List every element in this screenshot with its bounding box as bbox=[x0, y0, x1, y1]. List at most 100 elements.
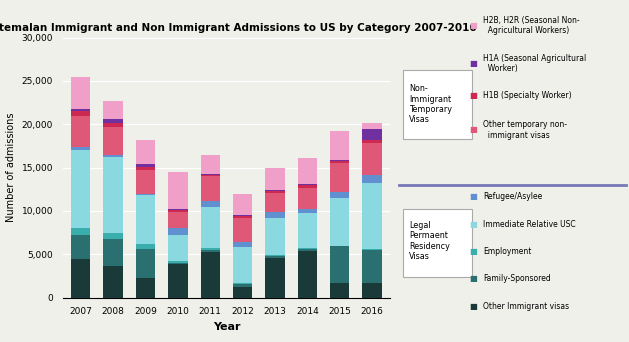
Bar bbox=[168, 172, 187, 209]
Bar bbox=[103, 234, 123, 239]
Bar bbox=[201, 201, 220, 208]
Bar bbox=[362, 123, 382, 130]
Text: Immediate Relative USC: Immediate Relative USC bbox=[483, 220, 576, 228]
Bar bbox=[362, 143, 382, 175]
Bar bbox=[136, 167, 155, 170]
Bar bbox=[265, 169, 285, 190]
Bar bbox=[330, 246, 350, 247]
Text: Non-
Immigrant
Temporary
Visas: Non- Immigrant Temporary Visas bbox=[409, 84, 452, 124]
Bar bbox=[233, 215, 252, 216]
Bar bbox=[168, 212, 187, 228]
Bar bbox=[71, 77, 91, 109]
Bar bbox=[233, 287, 252, 298]
Bar bbox=[298, 187, 317, 209]
Bar bbox=[201, 156, 220, 174]
Text: Family-Sponsored: Family-Sponsored bbox=[483, 274, 551, 283]
Bar bbox=[330, 198, 350, 246]
Bar bbox=[103, 239, 123, 266]
Text: ■: ■ bbox=[470, 91, 477, 100]
Bar bbox=[298, 248, 317, 249]
Bar bbox=[362, 283, 382, 298]
Bar bbox=[265, 256, 285, 258]
Bar bbox=[103, 119, 123, 122]
Bar bbox=[136, 194, 155, 195]
Bar bbox=[71, 235, 91, 259]
Bar bbox=[362, 175, 382, 183]
Text: H1A (Seasonal Agricultural
  Worker): H1A (Seasonal Agricultural Worker) bbox=[483, 54, 586, 73]
Bar bbox=[71, 116, 91, 147]
Bar bbox=[71, 111, 91, 116]
Text: ■: ■ bbox=[470, 274, 477, 283]
Bar bbox=[201, 176, 220, 201]
Bar bbox=[330, 192, 350, 198]
Bar bbox=[103, 266, 123, 298]
Bar bbox=[103, 155, 123, 157]
Bar bbox=[298, 184, 317, 185]
Bar bbox=[298, 209, 317, 213]
Bar bbox=[298, 213, 317, 248]
Bar bbox=[136, 195, 155, 244]
Text: Employment: Employment bbox=[483, 247, 532, 256]
Bar bbox=[362, 140, 382, 143]
Bar bbox=[330, 161, 350, 163]
Bar bbox=[168, 228, 187, 235]
Bar bbox=[168, 209, 187, 210]
Bar bbox=[265, 193, 285, 212]
Text: Other temporary non-
  immigrant visas: Other temporary non- immigrant visas bbox=[483, 120, 567, 140]
Bar bbox=[136, 140, 155, 164]
Bar bbox=[330, 247, 350, 283]
X-axis label: Year: Year bbox=[213, 322, 240, 332]
Bar bbox=[233, 247, 252, 283]
Text: Other Immigrant visas: Other Immigrant visas bbox=[483, 302, 569, 311]
Bar bbox=[265, 255, 285, 256]
Bar bbox=[168, 235, 187, 261]
Bar bbox=[265, 218, 285, 255]
Text: ■: ■ bbox=[470, 302, 477, 311]
Bar bbox=[71, 150, 91, 228]
Bar bbox=[233, 218, 252, 242]
Bar bbox=[201, 174, 220, 176]
Text: H2B, H2R (Seasonal Non-
  Agricultural Workers): H2B, H2R (Seasonal Non- Agricultural Wor… bbox=[483, 16, 580, 35]
Bar bbox=[103, 157, 123, 234]
Bar bbox=[265, 212, 285, 218]
Bar bbox=[362, 250, 382, 283]
Bar bbox=[201, 208, 220, 248]
Text: ■: ■ bbox=[470, 59, 477, 68]
Bar bbox=[233, 284, 252, 287]
Text: ■: ■ bbox=[470, 192, 477, 201]
Bar bbox=[168, 263, 187, 264]
Bar bbox=[71, 147, 91, 150]
Title: Guatemalan Immigrant and Non Immigrant Admissions to US by Category 2007-2016: Guatemalan Immigrant and Non Immigrant A… bbox=[0, 23, 477, 33]
Bar bbox=[298, 249, 317, 251]
Bar bbox=[103, 101, 123, 119]
Bar bbox=[265, 191, 285, 193]
Bar bbox=[362, 130, 382, 140]
Bar bbox=[233, 283, 252, 284]
Bar bbox=[362, 249, 382, 250]
Bar bbox=[71, 259, 91, 298]
Bar bbox=[103, 127, 123, 155]
Text: ■: ■ bbox=[470, 247, 477, 256]
Bar bbox=[136, 170, 155, 194]
Bar bbox=[298, 251, 317, 298]
Bar bbox=[362, 183, 382, 249]
Bar bbox=[265, 258, 285, 298]
Text: Legal
Permaent
Residency
Visas: Legal Permaent Residency Visas bbox=[409, 221, 450, 261]
Bar bbox=[201, 248, 220, 250]
Bar bbox=[71, 109, 91, 111]
Bar bbox=[201, 252, 220, 298]
Bar bbox=[233, 194, 252, 215]
Bar bbox=[298, 185, 317, 187]
Bar bbox=[71, 228, 91, 235]
Bar bbox=[136, 249, 155, 278]
Bar bbox=[265, 190, 285, 191]
Bar bbox=[330, 160, 350, 161]
Bar bbox=[330, 163, 350, 192]
Bar bbox=[168, 210, 187, 212]
Bar bbox=[233, 216, 252, 218]
Bar bbox=[233, 242, 252, 247]
Bar bbox=[168, 264, 187, 298]
Bar bbox=[330, 283, 350, 298]
Bar bbox=[168, 261, 187, 263]
Bar bbox=[136, 278, 155, 298]
